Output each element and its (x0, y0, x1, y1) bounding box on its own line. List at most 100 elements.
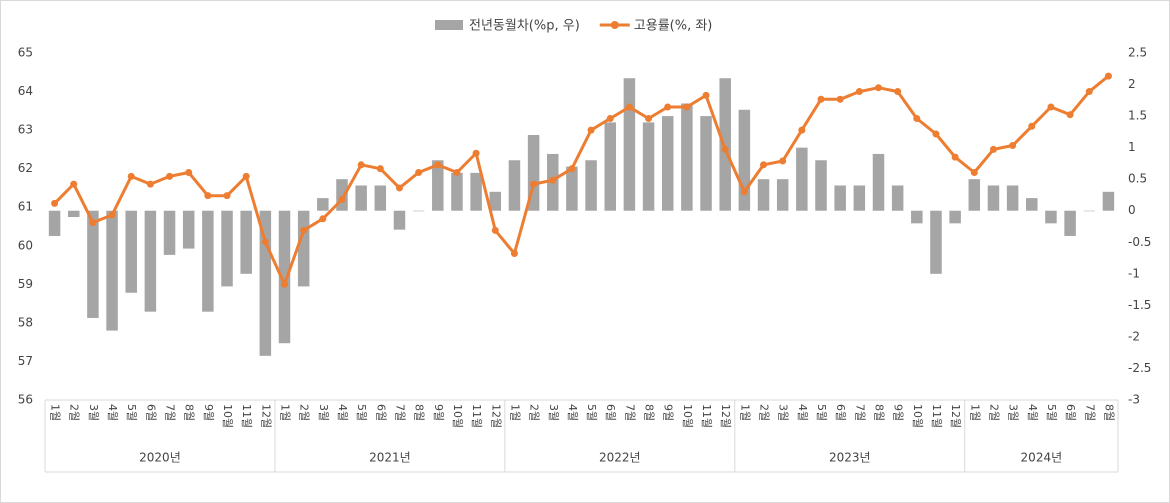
bar (987, 185, 1000, 211)
x-tick-label: 9월 (432, 404, 445, 421)
legend-swatch (435, 20, 463, 30)
line-marker (1104, 72, 1112, 80)
bar (911, 210, 923, 224)
x-tick-label: 2월 (987, 404, 1000, 421)
line-marker (89, 219, 97, 227)
y-tick-label: 63 (18, 123, 33, 137)
bar (815, 160, 827, 211)
y-tick-label: 56 (18, 393, 33, 407)
x-tick-label: 6월 (144, 404, 157, 421)
x-tick-label: 5월 (355, 404, 368, 421)
bar (681, 103, 693, 211)
line-marker (261, 238, 269, 246)
line-marker (1028, 122, 1036, 130)
line-marker (146, 180, 154, 188)
line-marker (204, 192, 212, 200)
legend-item: 고용률(%, 좌) (599, 19, 712, 34)
bar (776, 179, 789, 211)
x-tick-label: 12월 (949, 404, 962, 428)
bar (393, 210, 406, 230)
bar (221, 210, 233, 287)
line-marker (281, 280, 289, 288)
line-marker (894, 88, 902, 96)
x-tick-label: 12월 (489, 404, 502, 428)
bar (297, 210, 310, 287)
x-tick-label: 6월 (1064, 404, 1077, 421)
line-marker (108, 211, 116, 219)
bar (796, 147, 808, 211)
x-tick-label: 1월 (968, 404, 981, 421)
x-tick-label: 7월 (1083, 404, 1096, 421)
line-marker (989, 145, 997, 153)
line-marker (874, 84, 882, 92)
x-tick-label: 5월 (585, 404, 598, 421)
y-tick-label: 57 (18, 354, 33, 368)
y-tick-label: 60 (18, 238, 33, 252)
group-label: 2024년 (1021, 451, 1063, 465)
bar (527, 135, 540, 211)
y2-tick-label: 0 (1128, 203, 1136, 217)
y2-tick-label: 2.5 (1128, 46, 1147, 60)
line-marker (357, 161, 365, 169)
bar (125, 210, 137, 293)
line-marker (242, 172, 250, 180)
x-tick-label: 8월 (413, 404, 426, 421)
x-tick-label: 5월 (815, 404, 828, 421)
x-tick-label: 11월 (930, 404, 943, 428)
x-tick-label: 1월 (279, 404, 292, 421)
line-marker (510, 249, 518, 257)
bar (336, 179, 348, 211)
bar (642, 122, 655, 211)
x-tick-label: 3월 (1007, 404, 1020, 421)
x-tick-label: 10월 (681, 404, 694, 428)
line-marker (664, 103, 672, 111)
line-marker (702, 91, 710, 99)
bar (67, 210, 80, 218)
x-tick-label: 2월 (528, 404, 541, 421)
bar (1064, 210, 1076, 236)
bar (604, 122, 616, 211)
y2-tick-label: -0.5 (1128, 235, 1151, 249)
y2-tick-label: -2 (1128, 329, 1140, 343)
line-marker (434, 161, 442, 169)
line-marker (319, 215, 327, 223)
x-tick-label: 9월 (202, 404, 215, 421)
x-tick-label: 8월 (643, 404, 656, 421)
x-tick-label: 9월 (892, 404, 905, 421)
bar (853, 185, 866, 211)
y2-tick-label: 1.5 (1128, 109, 1147, 123)
x-tick-label: 5월 (1045, 404, 1058, 421)
bar (278, 210, 291, 344)
x-tick-label: 7월 (623, 404, 636, 421)
y2-tick-label: 2 (1128, 77, 1136, 91)
line-marker (817, 95, 825, 103)
x-tick-label: 12월 (259, 404, 272, 428)
bar (661, 116, 674, 211)
line-marker (779, 157, 787, 165)
line-marker (836, 95, 844, 103)
x-tick-label: 11월 (700, 404, 713, 428)
y2-tick-label: -1.5 (1128, 298, 1151, 312)
bar (949, 210, 961, 224)
bar (700, 116, 712, 211)
x-tick-label: 4월 (796, 404, 809, 421)
x-tick-label: 4월 (106, 404, 119, 421)
bar (106, 210, 118, 331)
line-marker (855, 88, 863, 96)
y2-tick-label: -1 (1128, 266, 1140, 280)
x-tick-label: 1월 (508, 404, 521, 421)
line-marker (223, 192, 231, 200)
line-marker (472, 149, 480, 157)
line-marker (1009, 142, 1017, 150)
bar (412, 210, 425, 212)
bar (508, 160, 521, 211)
x-tick-label: 3월 (317, 404, 330, 421)
bar (872, 153, 885, 211)
line-marker (798, 126, 806, 134)
x-tick-label: 11월 (470, 404, 483, 428)
x-tick-label: 6월 (374, 404, 387, 421)
line-marker (932, 130, 940, 138)
line-marker (166, 172, 174, 180)
line-marker (491, 226, 499, 234)
line-marker (376, 165, 384, 173)
